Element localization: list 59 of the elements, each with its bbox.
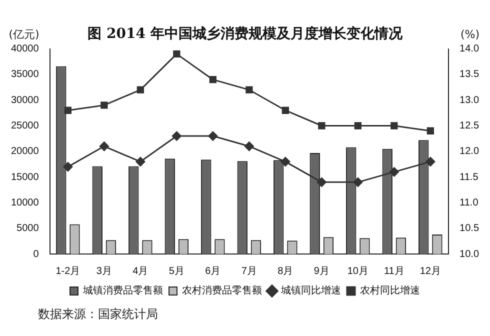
point [100,102,108,109]
point [244,142,254,152]
x-tick-label: 6月 [205,266,221,277]
y-tick-label: 15000 [10,172,40,183]
point [354,122,362,130]
x-tick-label: 7月 [241,266,257,277]
legend-label: 农村同比增速 [360,284,420,297]
y2-tick-label: 13.0 [460,94,480,106]
x-tick-label: 1-2月 [56,266,80,277]
y-tick-label: 5000 [16,223,40,234]
y-axis-title: (亿元) [8,28,40,42]
chart-title: 图 2014 年中国城乡消费规模及月度增长变化情况 [88,25,404,42]
y-tick-label: 10000 [10,197,40,208]
x-tick-label: 11月 [384,266,404,277]
point [246,86,253,94]
point [136,86,144,94]
point [389,167,399,177]
y-tick-label: 35000 [10,69,40,80]
y2-tick-label: 13.5 [460,69,480,80]
y-tick-label: 0 [33,248,40,260]
point [280,156,290,166]
source-note: 数据来源：国家统计局 [37,306,159,322]
point [173,50,180,58]
point [209,76,217,84]
y2-tick-label: 11.5 [460,172,479,183]
legend-label: 城镇同比增速 [280,284,341,297]
legend-label: 农村消费品零售额 [182,284,262,297]
x-tick-label: 10月 [347,266,368,277]
y-tick-label: 20000 [10,146,40,158]
point [63,162,73,172]
y2-tick-label: 10.0 [460,248,480,260]
x-tick-label: 5月 [168,266,184,277]
x-tick-label: 8月 [278,266,294,277]
point [99,142,109,152]
y2-tick-label: 11.0 [460,197,479,208]
point [64,106,72,114]
y-tick-label: 40000 [10,44,40,55]
point [316,177,326,187]
point [282,106,289,114]
y2-tick-label: 12.5 [460,120,480,132]
point [208,131,218,141]
point [426,127,434,134]
y2-tick-label: 14.0 [460,44,480,55]
point [390,122,398,130]
point [426,156,436,166]
y2-tick-label: 10.5 [460,223,480,234]
y2-axis-title: (%) [460,28,480,42]
x-tick-label: 12月 [420,266,441,277]
point [172,131,182,141]
x-tick-label: 3月 [96,266,112,277]
y-tick-label: 25000 [10,120,40,132]
legend-label: 城镇消费品零售额 [82,284,163,297]
point [318,122,326,130]
y2-tick-label: 12.0 [460,146,480,158]
y-tick-label: 30000 [10,94,40,106]
point [136,156,146,166]
x-tick-label: 9月 [314,266,330,277]
x-tick-label: 4月 [132,266,148,277]
point [353,177,363,187]
